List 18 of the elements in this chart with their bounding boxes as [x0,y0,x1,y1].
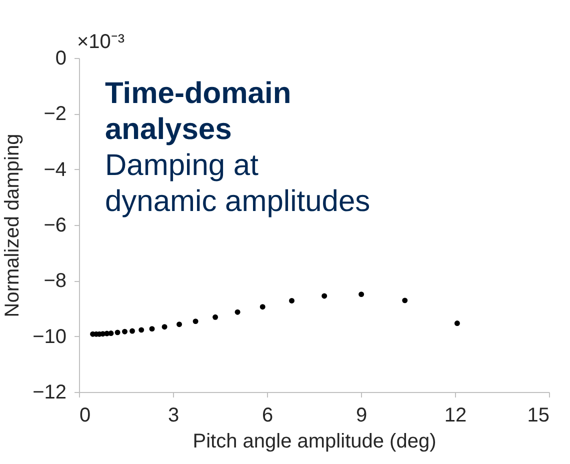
y-tick-label: −6 [44,214,66,236]
y-tick-label: 0 [55,48,66,70]
y-axis-title: Normalized damping [2,134,24,318]
y-tick-label: −2 [44,103,66,126]
x-tick-label: 15 [527,404,550,426]
y-tick-label: −8 [44,270,66,292]
text: ×10⁻³ [77,31,125,53]
x-tick-label: 0 [80,404,91,426]
x-tick-label: 3 [168,404,180,426]
y-tick-label: −12 [32,382,66,404]
y-tick-label: −4 [44,158,66,181]
text: Time-domain analyses [105,77,292,146]
x-axis-title: Pitch angle amplitude (deg) [192,430,436,452]
x-tick-label: 9 [356,404,368,426]
y-tick-label: −10 [32,326,66,348]
text: Damping at dynamic amplitudes [105,149,370,218]
x-tick-label: 6 [262,404,274,426]
x-tick-label: 12 [444,404,467,426]
